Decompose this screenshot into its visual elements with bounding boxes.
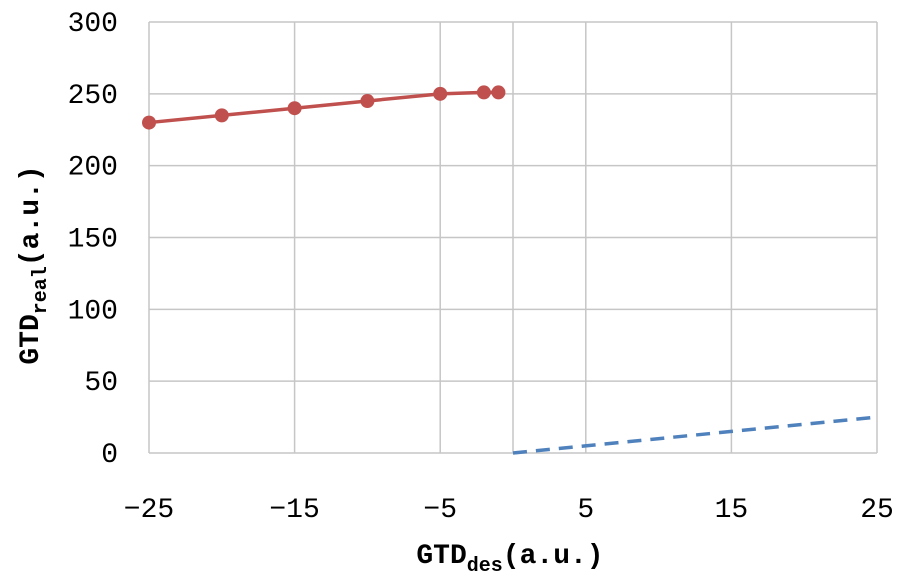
y-tick-label: 250 (68, 81, 118, 112)
series-1-point (214, 108, 229, 123)
x-axis-title-sub: des (467, 555, 503, 576)
x-tick-label: 5 (577, 495, 594, 526)
y-axis-title-unit: (a.u.) (16, 165, 47, 266)
x-tick-label: −25 (124, 495, 174, 526)
series-1-point (142, 115, 156, 130)
x-tick-label: 25 (860, 495, 894, 526)
y-tick-labels: 0 50 100 150 200 250 300 (68, 9, 118, 471)
grid (148, 21, 878, 454)
y-tick-label: 200 (68, 153, 118, 184)
series-2-line (512, 415, 878, 455)
y-tick-label: 0 (101, 440, 118, 471)
y-tick-label: 150 (68, 225, 118, 256)
y-tick-label: 300 (68, 9, 118, 40)
series-1-point (360, 94, 375, 109)
y-tick-label: 100 (68, 296, 118, 327)
series-layer (142, 85, 878, 455)
x-tick-label: −15 (269, 495, 319, 526)
y-tick-label: 50 (84, 368, 118, 399)
y-axis-title-sub: real (30, 266, 53, 314)
x-axis-title: GTDdes(a.u.) (416, 541, 603, 576)
y-axis-title-main: GTD (16, 314, 47, 364)
y-axis-title: GTDreal(a.u.) (16, 165, 53, 364)
x-tick-label: −5 (423, 495, 457, 526)
series-1-point (491, 85, 506, 100)
series-1-point (287, 101, 302, 116)
x-axis-title-main: GTD (416, 541, 466, 572)
series-1-point (433, 86, 448, 101)
x-tick-label: 15 (715, 495, 749, 526)
series-1-point (476, 85, 491, 100)
x-axis-title-unit: (a.u.) (503, 541, 604, 572)
x-tick-labels: −25 −15 −5 5 15 25 (124, 495, 894, 526)
